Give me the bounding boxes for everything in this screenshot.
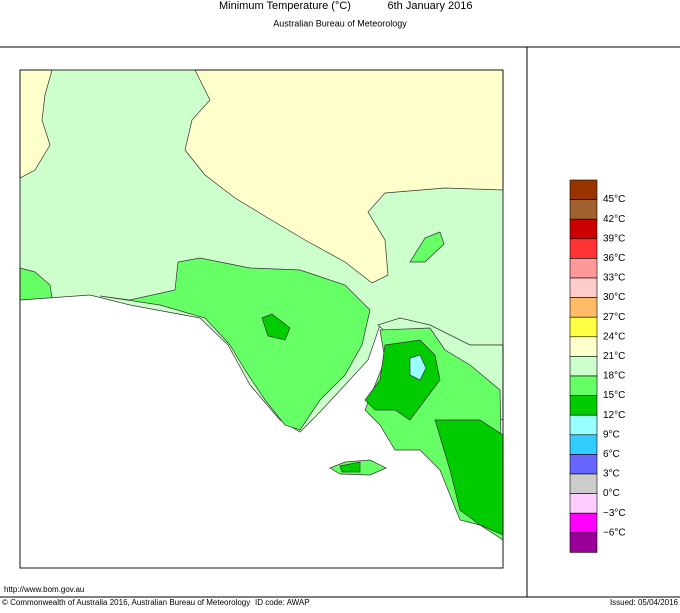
legend-label: 3°C (603, 469, 620, 480)
legend-label: 18°C (603, 371, 625, 382)
legend-label: 33°C (603, 273, 625, 284)
legend-swatch (569, 454, 598, 475)
legend-swatch (569, 316, 598, 338)
legend-label: 39°C (603, 233, 625, 244)
date: 6th January 2016 (387, 0, 472, 12)
legend-swatch (569, 179, 598, 200)
legend-label: 30°C (603, 292, 625, 303)
legend-swatch (569, 395, 598, 416)
legend-swatch (569, 434, 598, 455)
legend-label: 45°C (603, 194, 625, 205)
legend: 45°C 42°C 39°C 36°C 33°C 30°C 27°C 24°C 21°C 18°C… (569, 179, 626, 553)
legend-label: 21°C (603, 351, 625, 362)
legend-label: 9°C (603, 429, 620, 440)
frame (0, 46, 680, 598)
legend-swatch (569, 414, 598, 436)
legend-label: 36°C (603, 253, 625, 264)
legend-swatch (569, 238, 598, 259)
map (19, 69, 504, 569)
title: Minimum Temperature (°C) (219, 0, 351, 12)
legend-swatch (569, 356, 598, 377)
legend-label: 27°C (603, 312, 625, 323)
legend-swatch (569, 512, 598, 534)
legend-swatch (569, 375, 598, 396)
legend-label: 42°C (603, 214, 625, 225)
legend-label: 12°C (603, 410, 625, 421)
legend-label: 6°C (603, 449, 620, 460)
footer-url: http://www.bom.gov.au (4, 585, 84, 594)
legend-label: 24°C (603, 331, 625, 342)
footer-copyright: © Commonwealth of Australia 2016, Austra… (2, 598, 250, 607)
legend-swatch (569, 493, 598, 514)
legend-swatch (569, 199, 598, 220)
subtitle: Australian Bureau of Meteorology (273, 18, 407, 28)
legend-label: −3°C (603, 508, 626, 519)
legend-label: 15°C (603, 390, 625, 401)
legend-swatch (569, 336, 598, 357)
legend-label: 0°C (603, 488, 620, 499)
legend-swatch (569, 297, 598, 318)
legend-swatch (569, 277, 598, 298)
legend-swatch (569, 258, 598, 279)
legend-swatch (569, 532, 598, 553)
footer-id: ID code: AWAP (255, 598, 310, 607)
legend-swatch (569, 473, 598, 494)
legend-label: −6°C (603, 527, 626, 538)
legend-swatch (569, 218, 598, 240)
footer-issued: Issued: 05/04/2016 (610, 598, 679, 607)
